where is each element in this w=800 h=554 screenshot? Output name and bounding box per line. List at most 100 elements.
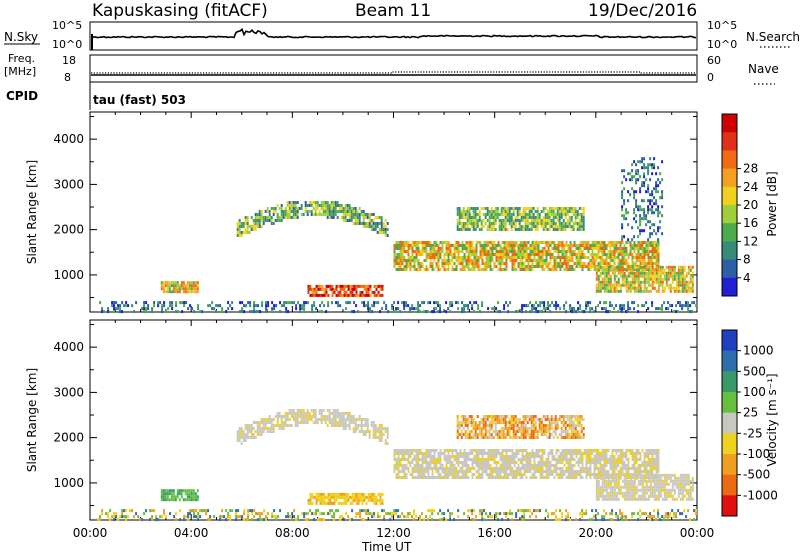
range-cell <box>687 283 690 287</box>
range-cell <box>685 271 688 275</box>
range-cell <box>637 271 640 275</box>
range-cell <box>359 509 362 513</box>
range-cell <box>528 213 531 216</box>
range-cell <box>203 509 206 513</box>
range-cell <box>276 204 279 207</box>
range-cell <box>323 290 326 294</box>
range-cell <box>613 265 616 269</box>
range-cell <box>517 262 520 265</box>
range-cell <box>483 518 486 522</box>
range-cell <box>572 228 575 231</box>
range-cell <box>335 492 338 496</box>
range-cell <box>330 424 333 427</box>
y-tick-label: 3000 <box>53 177 84 191</box>
range-cell <box>669 515 672 519</box>
range-cell <box>356 427 359 430</box>
range-cell <box>284 418 287 421</box>
range-cell <box>329 498 332 502</box>
range-cell <box>566 207 569 210</box>
range-cell <box>250 430 253 433</box>
range-cell <box>556 216 559 219</box>
range-cell <box>524 210 527 213</box>
range-cell <box>499 470 502 473</box>
range-cell <box>186 281 189 285</box>
range-cell <box>541 247 544 250</box>
range-cell <box>511 455 514 458</box>
range-cell <box>647 277 650 281</box>
range-cell <box>573 241 576 244</box>
range-cell <box>268 430 271 433</box>
range-cell <box>481 301 484 305</box>
range-cell <box>595 473 598 476</box>
range-cell <box>479 467 482 470</box>
range-cell <box>439 449 442 452</box>
range-cell <box>533 244 536 247</box>
range-cell <box>607 250 610 253</box>
range-cell <box>334 201 337 204</box>
range-cell <box>315 501 318 505</box>
range-cell <box>637 277 640 281</box>
range-cell <box>556 210 559 213</box>
range-cell <box>332 424 335 427</box>
range-cell <box>651 271 654 275</box>
range-cell <box>631 283 634 287</box>
range-cell <box>339 304 342 308</box>
range-cell <box>504 219 507 222</box>
range-cell <box>258 219 261 222</box>
range-cell <box>491 244 494 247</box>
range-cell <box>509 464 512 467</box>
range-cell <box>653 202 656 206</box>
range-cell <box>613 268 616 272</box>
range-cell <box>633 196 636 200</box>
range-cell <box>657 283 660 287</box>
range-cell <box>320 409 323 412</box>
range-cell <box>599 464 602 467</box>
range-cell <box>671 280 674 284</box>
range-cell <box>541 256 544 259</box>
range-cell <box>359 512 362 516</box>
range-cell <box>341 284 344 288</box>
range-cell <box>504 228 507 231</box>
range-cell <box>651 280 654 284</box>
range-cell <box>655 307 658 311</box>
range-cell <box>516 210 519 213</box>
range-cell <box>431 467 434 470</box>
range-cell <box>625 178 628 182</box>
range-cell <box>431 455 434 458</box>
range-cell <box>427 470 430 473</box>
range-cell <box>270 222 273 225</box>
range-cell <box>488 228 491 231</box>
range-cell <box>526 216 529 219</box>
range-cell <box>533 304 536 308</box>
range-cell <box>284 415 287 418</box>
range-cell <box>314 207 317 210</box>
range-cell <box>447 244 450 247</box>
range-cell <box>238 427 241 430</box>
range-cell <box>347 495 350 499</box>
nsky-trace <box>91 27 697 39</box>
range-cell <box>493 476 496 479</box>
range-cell <box>475 244 478 247</box>
range-cell <box>491 455 494 458</box>
range-cell <box>337 495 340 499</box>
range-cell <box>353 498 356 502</box>
range-cell <box>649 274 652 278</box>
range-cell <box>509 244 512 247</box>
range-cell <box>278 424 281 427</box>
range-cell <box>325 310 328 314</box>
range-cell <box>238 433 241 436</box>
range-cell <box>549 259 552 262</box>
range-cell <box>559 461 562 464</box>
range-cell <box>669 271 672 275</box>
range-cell <box>535 250 538 253</box>
range-cell <box>172 284 175 288</box>
range-cell <box>601 286 604 290</box>
range-cell <box>548 210 551 213</box>
range-cell <box>507 256 510 259</box>
range-cell <box>411 241 414 244</box>
range-cell <box>435 470 438 473</box>
range-cell <box>397 452 400 455</box>
range-cell <box>221 310 224 314</box>
range-cell <box>276 219 279 222</box>
range-cell <box>365 290 368 294</box>
